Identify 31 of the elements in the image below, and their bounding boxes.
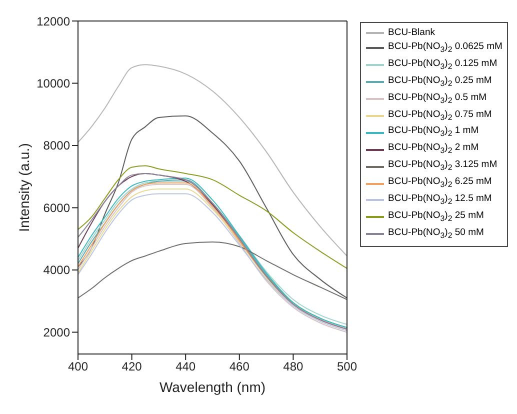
y-tick-label: 4000 <box>43 263 70 278</box>
legend-label: BCU-Pb(NO$_{3}$)$_{2}$ 0.75 mM <box>388 108 492 124</box>
legend-label: BCU-Pb(NO$_{3}$)$_{2}$ 0.5 mM <box>388 90 487 107</box>
x-tick-label: 400 <box>68 360 88 374</box>
legend-label: BCU-Pb(NO$_{3}$)$_{2}$ 0.0625 mM <box>388 40 502 56</box>
x-tick-label: 480 <box>283 360 304 374</box>
line-series <box>78 115 347 298</box>
x-tick-label: 440 <box>176 360 196 374</box>
y-tick-label: 8000 <box>43 138 70 153</box>
x-tick-label: 420 <box>122 360 142 374</box>
legend-label: BCU-Pb(NO$_{3}$)$_{2}$ 2 mM <box>388 141 479 158</box>
legend-label: BCU-Pb(NO$_{3}$)$_{2}$ 50 mM <box>388 226 484 242</box>
line-series <box>78 241 347 300</box>
y-axis-title: Intensity (a.u.) <box>16 143 32 232</box>
y-tick-label: 10000 <box>36 76 70 91</box>
x-axis-title: Wavelength (nm) <box>159 379 266 395</box>
legend-label: BCU-Pb(NO$_{3}$)$_{2}$ 0.25 mM <box>388 74 492 90</box>
legend-label: BCU-Pb(NO$_{3}$)$_{2}$ 0.125 mM <box>388 56 498 73</box>
y-tick-label: 6000 <box>43 200 70 215</box>
x-tick-label: 500 <box>336 360 358 374</box>
legend-label: BCU-Pb(NO$_{3}$)$_{2}$ 6.25 mM <box>388 175 492 192</box>
x-tick-label: 460 <box>229 360 250 374</box>
legend-label: BCU-Pb(NO$_{3}$)$_{2}$ 12.5 mM <box>388 192 492 208</box>
legend-label: BCU-Pb(NO$_{3}$)$_{2}$ 1 mM <box>388 124 479 140</box>
y-tick-label: 2000 <box>43 325 70 340</box>
y-tick-label: 12000 <box>36 14 70 28</box>
legend-label: BCU-Pb(NO$_{3}$)$_{2}$ 3.125 mM <box>388 158 498 174</box>
legend-label: BCU-Pb(NO$_{3}$)$_{2}$ 25 mM <box>388 208 484 225</box>
legend-label: BCU-Blank <box>388 26 435 40</box>
line-series <box>78 165 347 269</box>
line-series <box>78 64 347 256</box>
